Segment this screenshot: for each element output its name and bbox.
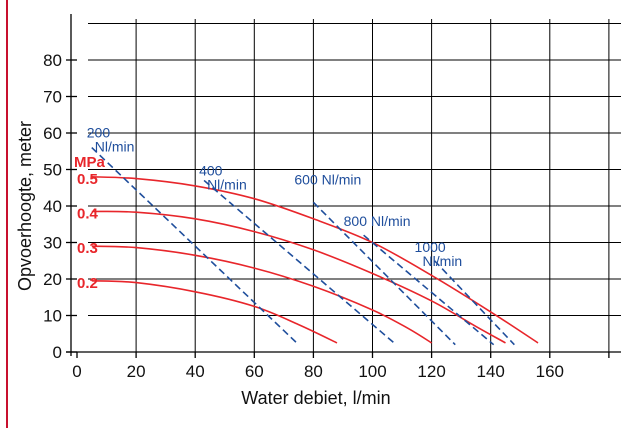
y-tick-label: 60 [43,124,62,143]
airflow-label-800: 800 Nl/min [344,213,411,229]
airflow-line-400 [203,179,397,346]
left-accent-rule [6,0,8,428]
airflow-line-800 [363,234,495,346]
airflow-line-200 [91,147,300,346]
axes: 0 10 20 30 40 50 60 70 80 0 20 40 60 80 100 120 140 160 [43,14,621,381]
x-tick-label: 120 [417,362,445,381]
airflow-label-1000: 1000 Nl/min [415,239,463,269]
x-tick-label: 40 [186,362,205,381]
x-tick-label: 0 [72,362,81,381]
x-axis-title: Water debiet, l/min [241,388,390,408]
pressure-curve-0-4 [91,210,506,344]
x-tick-label: 20 [127,362,146,381]
y-tick-label: 0 [53,343,62,362]
pressure-curve-0-2 [91,280,338,344]
airflow-label-200: 200 Nl/min [87,125,135,155]
y-tick-label: 30 [43,234,62,253]
airflow-line-1000 [433,260,515,346]
pressure-unit-label: MPa [74,154,106,171]
y-tick-label: 10 [43,307,62,326]
series [91,147,539,346]
pressure-label-0-5: 0.5 [77,171,98,188]
airflow-label-600: 600 Nl/min [294,171,361,187]
y-tick-label: 50 [43,161,62,180]
x-tick-label: 160 [536,362,564,381]
y-axis-title: Opvoerhoogte, meter [15,121,35,291]
y-tick-label: 70 [43,88,62,107]
x-tick-label: 60 [245,362,264,381]
airflow-line-600 [312,201,456,346]
y-tick-label: 20 [43,270,62,289]
pressure-label-0-4: 0.4 [77,205,99,222]
x-tick-label: 140 [477,362,505,381]
airflow-label-400: 400 Nl/min [199,162,247,192]
pressure-label-0-2: 0.2 [77,275,98,292]
x-tick-label: 80 [304,362,323,381]
x-tick-label: 100 [358,362,386,381]
pressure-label-0-3: 0.3 [77,240,98,257]
y-tick-label: 80 [43,51,62,70]
pressure-curve-0-3 [91,245,433,344]
grid [88,19,621,353]
y-tick-label: 40 [43,197,62,216]
pressure-curve-0-5 [91,176,539,344]
